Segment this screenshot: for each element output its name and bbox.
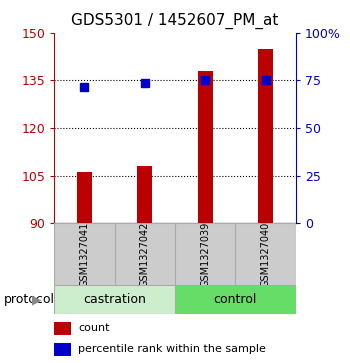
Bar (175, 223, 235, 285)
Text: count: count (78, 323, 110, 334)
Bar (258, 49, 273, 223)
Text: castration: castration (83, 293, 146, 306)
Text: GSM1327040: GSM1327040 (260, 221, 271, 287)
Bar (54, 285, 175, 314)
Bar (198, 71, 213, 223)
Bar (77, 172, 92, 223)
Bar (137, 166, 152, 223)
Text: GDS5301 / 1452607_PM_at: GDS5301 / 1452607_PM_at (71, 13, 279, 29)
Text: protocol: protocol (4, 293, 55, 306)
Text: control: control (214, 293, 257, 306)
Text: GSM1327041: GSM1327041 (79, 221, 90, 287)
Text: ▶: ▶ (32, 293, 42, 306)
Bar (54, 223, 115, 285)
Bar (175, 285, 296, 314)
Bar (235, 223, 296, 285)
Text: GSM1327039: GSM1327039 (200, 221, 210, 287)
Bar (54, 322, 71, 335)
Bar (115, 223, 175, 285)
Bar (54, 343, 71, 356)
Text: GSM1327042: GSM1327042 (140, 221, 150, 287)
Text: percentile rank within the sample: percentile rank within the sample (78, 344, 266, 354)
